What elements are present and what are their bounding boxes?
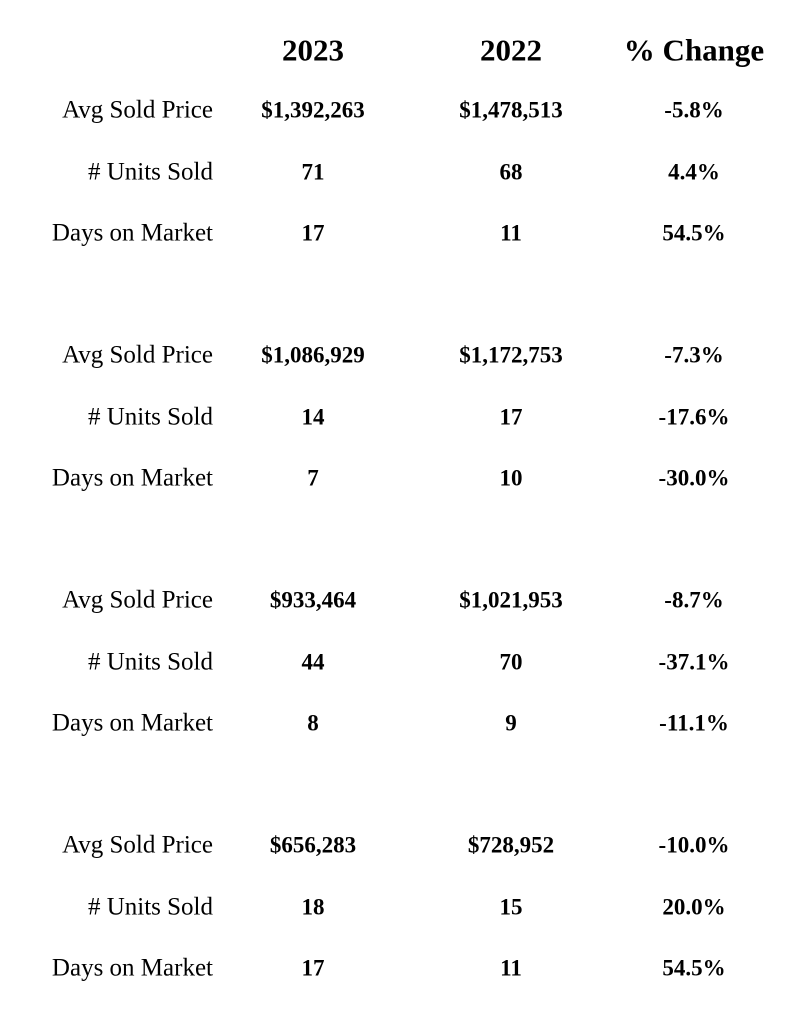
- cell-value: 10: [499, 465, 523, 491]
- cell-value: 17: [499, 404, 523, 429]
- row-label: Days on Market: [51, 464, 213, 492]
- column-header: % Change: [623, 32, 765, 68]
- row-label: # Units Sold: [87, 403, 213, 430]
- cell-value: $728,952: [467, 832, 555, 858]
- cell-value: 11: [500, 220, 522, 246]
- row-label: # Units Sold: [87, 648, 213, 675]
- cell-value: -5.8%: [664, 97, 724, 123]
- cell-value: -11.1%: [659, 710, 729, 736]
- cell-value: 7: [307, 465, 319, 491]
- cell-value: 14: [301, 404, 325, 429]
- cell-value: 15: [499, 894, 523, 919]
- cell-value: -8.7%: [664, 587, 724, 613]
- cell-value: 20.0%: [662, 894, 726, 919]
- cell-value: -7.3%: [664, 342, 724, 368]
- cell-value: $1,021,953: [459, 587, 563, 613]
- row-label: Avg Sold Price: [62, 586, 213, 614]
- cell-value: 4.4%: [668, 159, 720, 184]
- cell-value: $1,086,929: [261, 342, 365, 368]
- row-label: # Units Sold: [87, 158, 213, 185]
- cell-value: 44: [301, 649, 325, 674]
- cell-value: 54.5%: [662, 220, 726, 246]
- row-label: Avg Sold Price: [62, 96, 213, 124]
- cell-value: $1,478,513: [459, 97, 563, 123]
- cell-value: -37.1%: [658, 649, 730, 674]
- row-label: Days on Market: [51, 219, 213, 247]
- cell-value: -17.6%: [658, 404, 730, 429]
- cell-value: $933,464: [269, 587, 357, 613]
- column-header: 2023: [282, 32, 344, 68]
- cell-value: 9: [505, 710, 517, 736]
- column-header: 2022: [480, 32, 542, 68]
- row-label: Days on Market: [51, 709, 213, 737]
- cell-value: $656,283: [269, 832, 357, 858]
- cell-value: -30.0%: [658, 465, 730, 491]
- row-label: Days on Market: [51, 954, 213, 982]
- cell-value: $1,172,753: [459, 342, 563, 368]
- cell-value: -10.0%: [658, 832, 730, 858]
- cell-value: 17: [301, 955, 325, 981]
- cell-value: 70: [499, 649, 523, 674]
- row-label: Avg Sold Price: [62, 341, 213, 369]
- cell-value: 18: [301, 894, 325, 919]
- cell-value: $1,392,263: [261, 97, 365, 123]
- cell-value: 8: [307, 710, 319, 736]
- cell-value: 11: [500, 955, 522, 981]
- row-label: # Units Sold: [87, 893, 213, 920]
- cell-value: 71: [301, 159, 325, 184]
- cell-value: 17: [301, 220, 325, 246]
- cell-value: 54.5%: [662, 955, 726, 981]
- cell-value: 68: [499, 159, 523, 184]
- row-label: Avg Sold Price: [62, 831, 213, 859]
